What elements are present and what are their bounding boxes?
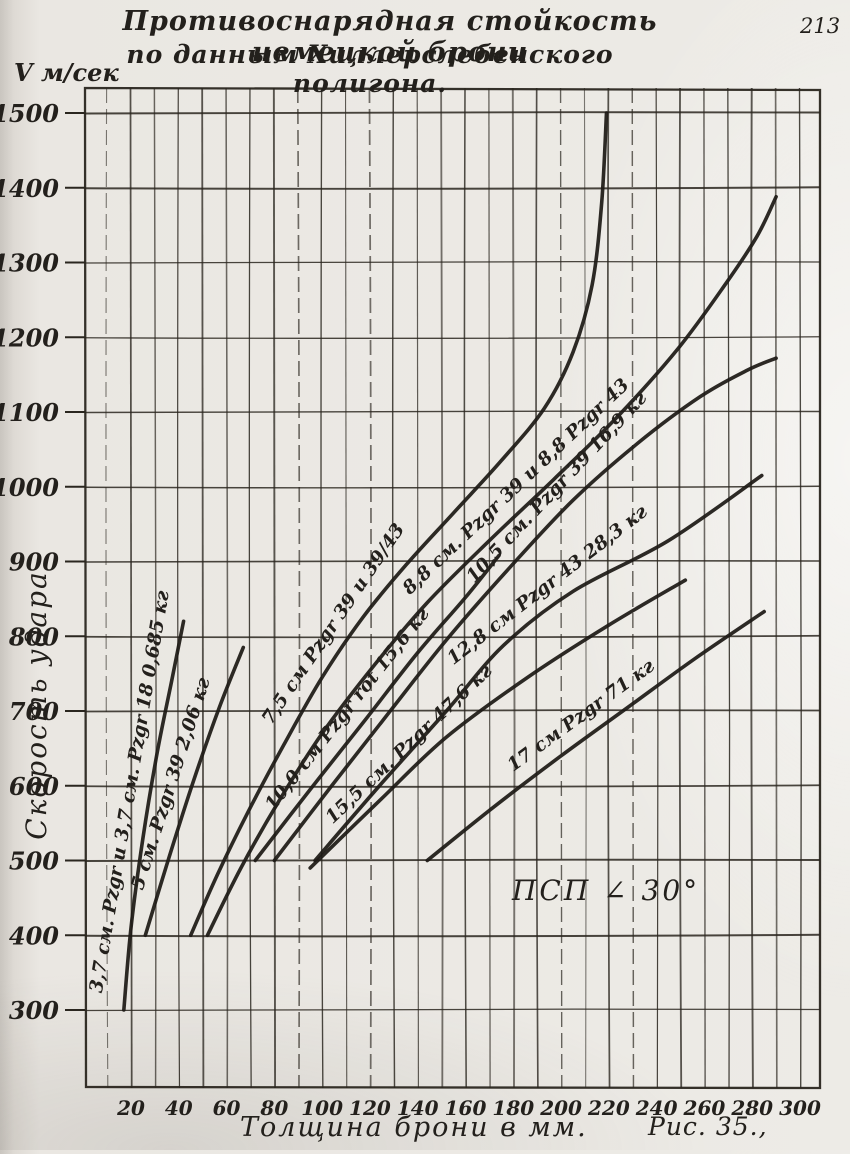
page-title-line1: Противоснарядная стойкость немецкой брон… [122, 6, 658, 68]
x-tick-label: 300 [779, 1096, 821, 1120]
grid-line-vertical [201, 87, 205, 1089]
figure-caption: Рис. 35., [648, 1112, 768, 1141]
curve-7 [308, 578, 688, 870]
grid-line-horizontal [84, 1008, 821, 1012]
grid-line-vertical [606, 87, 611, 1089]
y-axis-unit-label: V м/сек [14, 58, 119, 87]
grid-line-horizontal [84, 410, 821, 414]
y-tick-label: 1100 [0, 398, 59, 427]
grid-line-vertical [463, 87, 467, 1089]
x-tick-label: 240 [635, 1096, 678, 1120]
x-tick-label: 80 [259, 1096, 288, 1120]
impact-angle-annotation: ПСП ∠ 30° [512, 874, 701, 907]
grid-line-vertical [416, 87, 420, 1089]
grid-line-vertical [655, 87, 659, 1089]
grid-line-vertical [511, 87, 516, 1089]
y-tick-label: 600 [9, 772, 59, 801]
y-tick-label: 400 [9, 921, 59, 950]
grid-line-vertical [368, 87, 373, 1089]
grid-line-horizontal [84, 261, 821, 264]
grid-line-horizontal [84, 709, 821, 713]
grid-line-vertical [391, 87, 396, 1089]
x-tick-label: 20 [116, 1096, 145, 1120]
grid-line-vertical [631, 87, 635, 1089]
tick-labels: 300 400 500 600 700 800 900 1000 1100 1200 1300 140… [0, 99, 821, 1120]
grid-line-vertical [750, 87, 754, 1089]
grid-line-vertical [344, 87, 348, 1089]
curve-4 [253, 553, 501, 863]
x-tick-label: 120 [349, 1096, 391, 1120]
grid-line-vertical [678, 87, 683, 1089]
grid-line-vertical [177, 87, 181, 1089]
grid-line-horizontal [84, 933, 821, 938]
x-tick-label: 200 [539, 1096, 582, 1120]
y-axis-title: Скорость удара [20, 570, 53, 840]
grid-line-horizontal [84, 186, 821, 190]
grid-line-vertical [225, 87, 229, 1089]
curve-8 [425, 609, 766, 863]
y-tick-label: 900 [9, 548, 59, 577]
x-tick-label: 220 [587, 1096, 630, 1120]
curve-6 [313, 473, 764, 863]
y-tick-label: 700 [9, 697, 59, 726]
grid-line-vertical [272, 87, 277, 1089]
curve-1 [143, 645, 246, 938]
x-tick-label: 140 [397, 1096, 439, 1120]
x-axis-title: Толщина брони в мм. [240, 1112, 588, 1143]
x-tick-label: 40 [165, 1096, 193, 1120]
grid-line-vertical [320, 87, 324, 1089]
grid-line-vertical [583, 87, 587, 1089]
grid-line-vertical [798, 87, 802, 1089]
grid-line-vertical [248, 87, 252, 1089]
x-tick-label: 280 [730, 1096, 773, 1120]
grid-line-vertical [129, 87, 133, 1089]
data-curves [122, 111, 778, 1012]
curve-label-2: 7,5 см Pzgr 39 и 39/43 [258, 520, 409, 729]
curve-5 [272, 356, 778, 863]
grid-line-horizontal [84, 634, 821, 639]
grid-line-vertical [774, 87, 778, 1089]
curve-2 [188, 111, 609, 938]
grid-line-horizontal [84, 336, 821, 339]
plot-frame [83, 86, 822, 1090]
grid-line-vertical [703, 87, 706, 1089]
y-tick-label: 300 [9, 996, 59, 1025]
y-tick-label: 500 [9, 847, 59, 876]
grid-line-horizontal [84, 858, 821, 862]
page-number: 213 [800, 14, 841, 38]
x-tick-label: 100 [301, 1096, 343, 1120]
y-tick-label: 1300 [0, 249, 59, 278]
grid-line-vertical [296, 87, 301, 1089]
grid-line-vertical [535, 87, 539, 1089]
curve-0 [122, 619, 186, 1012]
page-title-line2: по данным Хиллерслебенского полигона. [126, 40, 614, 98]
x-tick-label: 260 [683, 1096, 726, 1120]
grid-line-horizontal [84, 111, 821, 115]
y-tick-label: 1400 [0, 174, 59, 203]
x-tick-label: 180 [492, 1096, 534, 1120]
curve-3 [205, 194, 778, 938]
grid-line-vertical [153, 87, 157, 1089]
curve-label-8: 17 см Pzgr 71 кг [504, 655, 659, 776]
grid-line-horizontal [84, 784, 821, 788]
grid-line-horizontal [84, 485, 821, 489]
x-tick-label: 60 [213, 1096, 241, 1120]
grid-line-vertical [559, 87, 563, 1089]
x-tick-label: 160 [445, 1096, 487, 1120]
y-tick-label: 1500 [0, 99, 59, 128]
y-tick-label: 1200 [0, 323, 59, 352]
grid-line-vertical [105, 87, 109, 1089]
grid-line-vertical [727, 87, 731, 1089]
y-tick-label: 1000 [0, 473, 59, 502]
grid-line-horizontal [84, 559, 821, 563]
y-tick-label: 800 [8, 622, 59, 651]
